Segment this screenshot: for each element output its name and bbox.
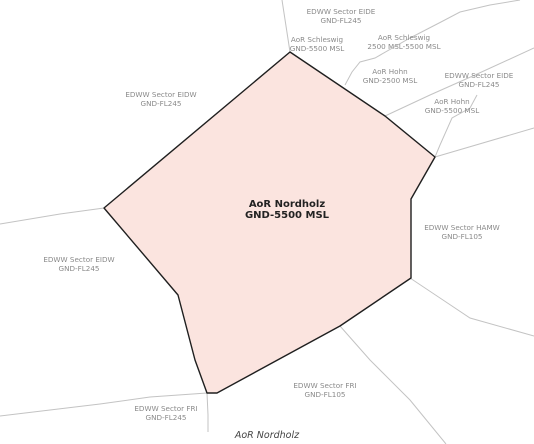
sector-limits-label: GND-FL105 (305, 390, 346, 399)
map-caption: AoR Nordholz (234, 430, 300, 441)
sector-name-label: AoR Schleswig (291, 35, 343, 44)
sector-limits-label: GND-FL245 (321, 16, 362, 25)
aor-name-label: AoR Nordholz (249, 199, 326, 210)
aor-limits-label: GND-5500 MSL (245, 210, 330, 221)
sector-name-label: EDWW Sector EIDW (125, 90, 196, 99)
sector-name-label: AoR Hohn (372, 67, 407, 76)
sector-name-label: EDWW Sector EIDE (445, 71, 514, 80)
boundary-line (410, 278, 534, 336)
sector-name-label: EDWW Sector FRI (293, 381, 356, 390)
sector-limits-label: GND-2500 MSL (363, 76, 417, 85)
sector-limits-label: GND-FL105 (442, 232, 483, 241)
sector-limits-label: GND-5500 MSL (425, 106, 479, 115)
sector-name-label: AoR Hohn (434, 97, 469, 106)
boundary-line (0, 208, 104, 224)
sector-limits-label: GND-FL245 (141, 99, 182, 108)
sector-limits-label: GND-FL245 (59, 264, 100, 273)
sector-name-label: EDWW Sector FRI (134, 404, 197, 413)
sector-limits-label: GND-5500 MSL (290, 44, 344, 53)
sector-limits-label: GND-FL245 (459, 80, 500, 89)
boundary-line (207, 393, 208, 432)
boundary-line (435, 128, 534, 157)
sector-name-label: EDWW Sector EIDE (307, 7, 376, 16)
sector-limits-label: 2500 MSL-5500 MSL (367, 42, 440, 51)
sector-name-label: EDWW Sector HAMW (424, 223, 500, 232)
sector-limits-label: GND-FL245 (146, 413, 187, 422)
sector-name-label: EDWW Sector EIDW (43, 255, 114, 264)
sector-name-label: AoR Schleswig (378, 33, 430, 42)
